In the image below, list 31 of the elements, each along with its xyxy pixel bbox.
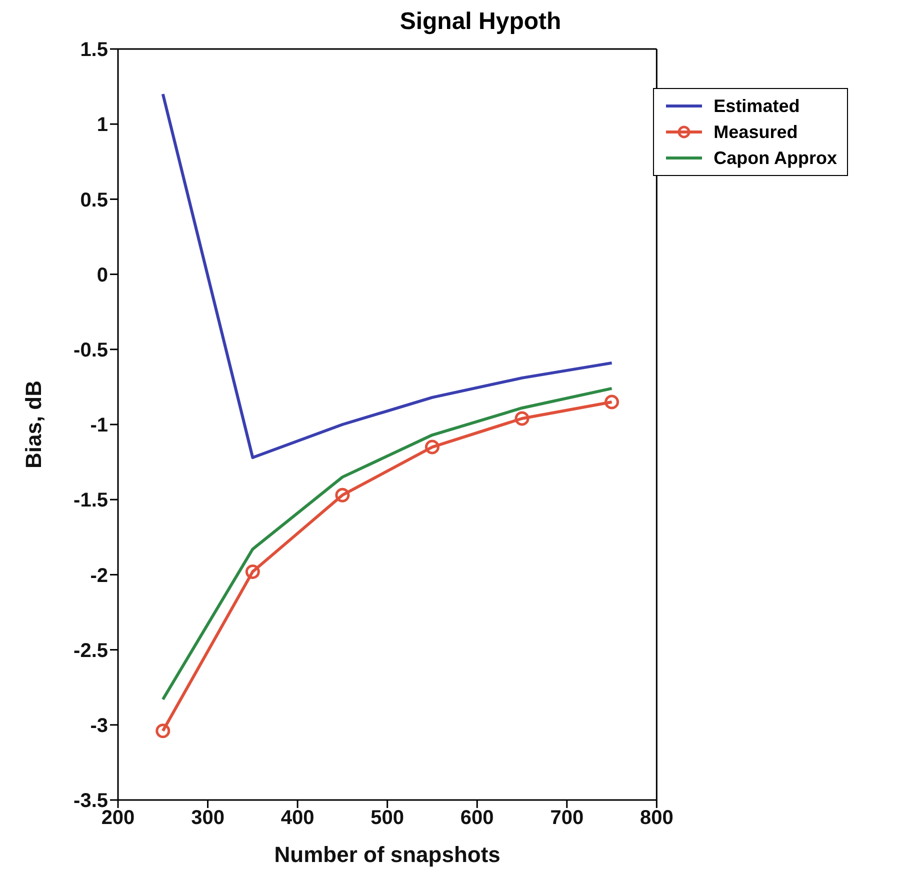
y-tick-label: -2.5 (74, 640, 108, 662)
line-series (161, 386, 614, 701)
x-tick-label: 300 (191, 807, 224, 830)
x-tick-label: 600 (460, 807, 494, 830)
point (424, 440, 440, 454)
y-tick-label: -1.5 (74, 490, 108, 512)
y-tick-label: 1.5 (80, 39, 108, 62)
y-tick-label: -0.5 (74, 340, 108, 362)
y-tick-label: -2 (90, 564, 108, 587)
y-tick-label: 0.5 (80, 189, 108, 212)
x-tick-label: 400 (280, 807, 314, 830)
x-tick-label: 700 (550, 807, 584, 830)
y-tick-label: 0 (96, 264, 108, 286)
legend-label: Estimated (714, 96, 800, 116)
line-series (161, 92, 614, 460)
chart-title: Signal Hypoth (398, 8, 562, 37)
point (604, 394, 620, 410)
legend-label: Capon Approx (714, 148, 837, 168)
x-tick-label: 200 (101, 807, 135, 830)
x-tick-label: 500 (370, 807, 404, 830)
y-tick-label: -3 (90, 715, 108, 737)
x-axis-title: Number of snapshots (274, 842, 500, 867)
y-tick-label: -1 (90, 414, 108, 437)
point (335, 488, 350, 502)
point (514, 411, 530, 426)
point (245, 564, 260, 579)
x-tick-label: 800 (640, 807, 674, 830)
y-tick-label: 1 (96, 114, 108, 136)
y-axis-title: Bias, dB (20, 380, 46, 469)
point (156, 724, 170, 738)
legend-label: Measured (714, 122, 798, 142)
